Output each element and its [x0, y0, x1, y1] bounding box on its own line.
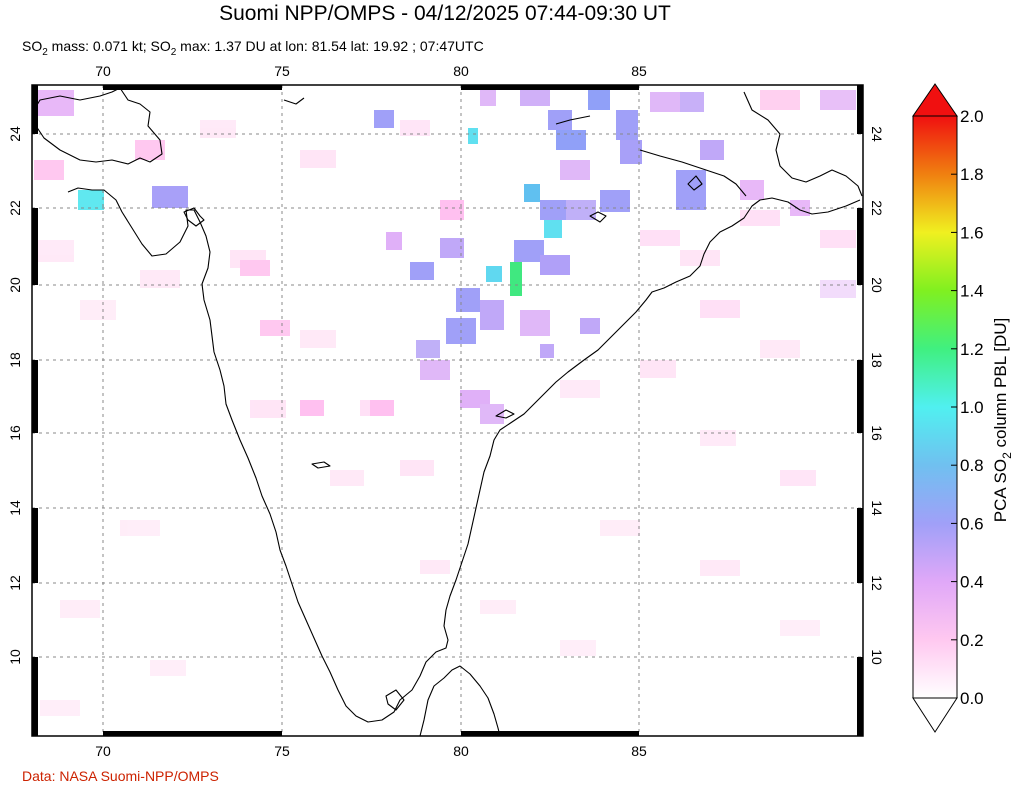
lat-tick-label: 12: [869, 575, 885, 591]
coastline: [33, 87, 863, 736]
colorbar-tick-label: 2.0: [960, 107, 984, 126]
lat-tick-label: 10: [869, 649, 885, 665]
map-title: Suomi NPP/OMPS - 04/12/2025 07:44-09:30 …: [219, 2, 671, 25]
lon-tick-label: 70: [95, 743, 111, 759]
lon-tick-labels-bottom: 70 75 80 85: [95, 743, 647, 759]
lat-tick-labels-left: 10 12 14 16 18 20 22 24: [7, 126, 23, 665]
lat-tick-label: 16: [869, 425, 885, 441]
colorbar-tick-label: 1.4: [960, 282, 984, 301]
colorbar: 0.0 0.2 0.4 0.6 0.8 1.0 1.2 1.4 1.6 1.8 2.0 PCA SO…: [912, 83, 1014, 733]
lon-tick-label: 75: [274, 63, 290, 79]
lat-tick-label: 20: [7, 277, 23, 293]
so2-pixels-background: [34, 120, 856, 716]
data-credit: Data: NASA Suomi-NPP/OMPS: [22, 768, 219, 784]
map-panel: [32, 85, 863, 736]
map-border-bars: [32, 85, 863, 736]
colorbar-tick-label: 0.8: [960, 456, 984, 475]
lat-tick-label: 18: [869, 352, 885, 368]
lat-tick-label: 16: [7, 425, 23, 441]
lat-tick-label: 22: [7, 200, 23, 216]
colorbar-gradient: [912, 115, 958, 699]
lat-tick-labels-right: 10 12 14 16 18 20 22 24: [869, 126, 885, 665]
lat-tick-label: 10: [7, 649, 23, 665]
lat-tick-label: 24: [7, 126, 23, 142]
colorbar-min-arrow: [912, 697, 958, 733]
colorbar-tick-label: 0.6: [960, 514, 984, 533]
colorbar-tick-label: 1.2: [960, 340, 984, 359]
lon-tick-label: 80: [453, 63, 469, 79]
colorbar-tick-label: 1.8: [960, 165, 984, 184]
lat-tick-label: 18: [7, 352, 23, 368]
lon-tick-label: 70: [95, 63, 111, 79]
lon-tick-label: 85: [631, 743, 647, 759]
colorbar-tick-label: 0.4: [960, 573, 984, 592]
map-gridlines: [32, 85, 863, 736]
lat-tick-label: 14: [7, 500, 23, 516]
so2-pixels-enhanced: [34, 90, 856, 424]
lon-tick-label: 80: [453, 743, 469, 759]
lat-tick-label: 20: [869, 277, 885, 293]
lat-tick-label: 22: [869, 200, 885, 216]
colorbar-tick-label: 0.2: [960, 631, 984, 650]
so2-summary: SO2 mass: 0.071 kt; SO2 max: 1.37 DU at …: [22, 38, 484, 58]
lon-tick-label: 75: [274, 743, 290, 759]
lat-tick-label: 24: [869, 126, 885, 142]
colorbar-tick-label: 1.6: [960, 223, 984, 242]
colorbar-label: PCA SO2 column PBL [DU]: [991, 318, 1014, 522]
colorbar-max-arrow: [912, 83, 958, 117]
lon-tick-label: 85: [631, 63, 647, 79]
lon-tick-labels-top: 70 75 80 85: [95, 63, 647, 79]
colorbar-tick-label: 1.0: [960, 398, 984, 417]
colorbar-tick-label: 0.0: [960, 689, 984, 708]
lat-tick-label: 14: [869, 500, 885, 516]
lat-tick-label: 12: [7, 575, 23, 591]
